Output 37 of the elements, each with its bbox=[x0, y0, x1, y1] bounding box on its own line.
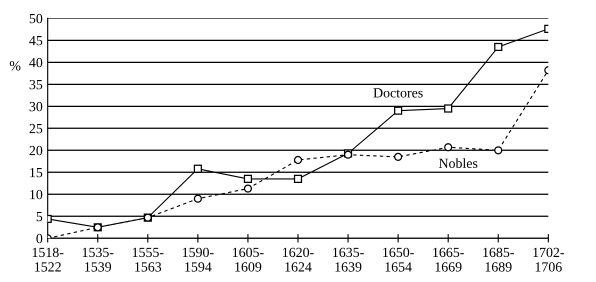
point bbox=[444, 104, 452, 113]
x-tick-label: 1635- 1639 bbox=[333, 248, 364, 272]
x-tick-label: 1650- 1654 bbox=[383, 248, 414, 272]
y-tick-label: 25 bbox=[30, 124, 42, 134]
x-tick-label: 1702- 1706 bbox=[533, 248, 564, 272]
y-tick-label: 15 bbox=[30, 168, 42, 178]
point bbox=[294, 174, 302, 183]
point bbox=[244, 174, 252, 183]
y-tick-label: 20 bbox=[30, 146, 42, 156]
point bbox=[194, 194, 202, 203]
x-tick-label: 1685- 1689 bbox=[483, 248, 514, 272]
x-tick-label: 1590- 1594 bbox=[182, 248, 214, 272]
y-tick-label: 5 bbox=[36, 212, 42, 222]
x-tick-label: 1555- 1563 bbox=[132, 248, 164, 272]
x-tick-label: 1518- 1522 bbox=[32, 248, 64, 272]
point bbox=[444, 143, 452, 152]
y-tick-label: 45 bbox=[29, 36, 42, 46]
y-tick-label: 30 bbox=[30, 102, 42, 112]
point bbox=[244, 184, 252, 193]
point bbox=[394, 106, 402, 115]
x-tick-label: 1605- 1609 bbox=[232, 248, 264, 272]
x-tick-label: 1665- 1669 bbox=[433, 248, 464, 272]
series-label: Doctores bbox=[373, 88, 423, 98]
y-tick-label: 10 bbox=[30, 190, 42, 200]
x-tick-label: 1535- 1539 bbox=[82, 248, 114, 272]
y-tick-label: 0 bbox=[36, 234, 42, 244]
x-tick-label: 1620- 1624 bbox=[283, 248, 314, 272]
point bbox=[494, 42, 502, 52]
y-axis-title: % bbox=[10, 61, 20, 71]
y-tick-label: 35 bbox=[30, 80, 42, 90]
y-tick-label: 50 bbox=[30, 14, 42, 24]
series-label: Nobles bbox=[438, 158, 478, 168]
point bbox=[494, 146, 502, 154]
point bbox=[294, 156, 302, 164]
y-tick-label: 40 bbox=[29, 58, 42, 68]
point bbox=[394, 152, 402, 161]
point bbox=[194, 164, 202, 173]
